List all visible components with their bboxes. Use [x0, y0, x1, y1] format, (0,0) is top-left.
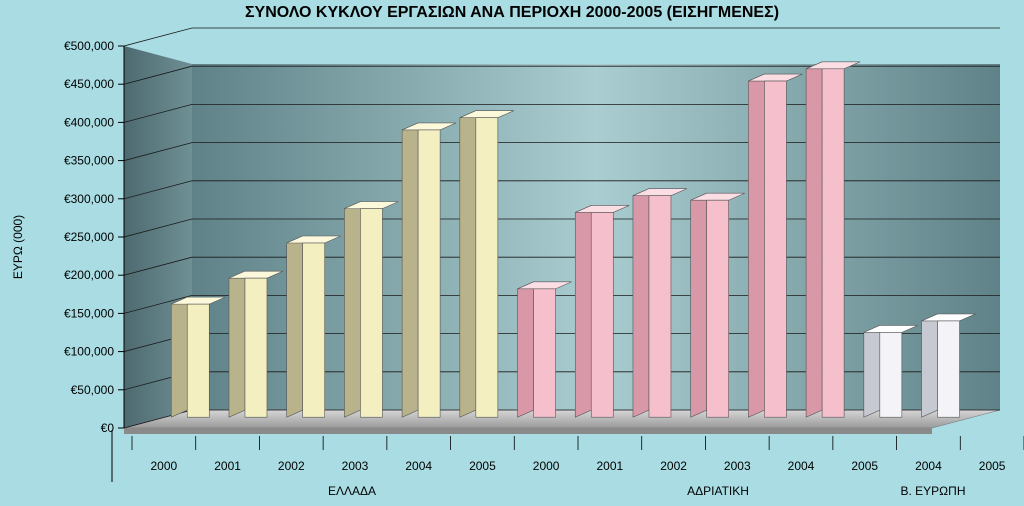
bar-side [863, 324, 881, 418]
bar-side [574, 204, 592, 418]
x-tick-label: 2002 [278, 459, 305, 473]
bar [244, 277, 268, 418]
bar [533, 288, 556, 418]
x-tick-label: 2001 [214, 459, 241, 473]
y-tick-label: €200,000 [64, 268, 114, 282]
x-tick-label: 2002 [660, 459, 687, 473]
y-tick-label: €500,000 [64, 39, 114, 53]
bar-side [690, 192, 707, 418]
bar [879, 332, 903, 418]
bar [417, 129, 441, 418]
bar [590, 212, 614, 418]
y-tick-label: €50,000 [71, 383, 115, 397]
gridline [123, 256, 1000, 276]
bar-side [344, 201, 361, 418]
x-tick-label: 2003 [342, 459, 369, 473]
y-tick-label: €250,000 [64, 230, 114, 244]
floor-edge [124, 428, 932, 434]
bar-side [286, 235, 303, 418]
bar-side [632, 188, 650, 418]
y-tick-label: €0 [101, 421, 115, 435]
bar-side [921, 313, 938, 418]
x-tick-label: 2005 [979, 459, 1006, 473]
y-tick-label: €300,000 [64, 192, 114, 206]
bar [648, 195, 672, 418]
gridline [123, 142, 1000, 161]
x-tick-label: 2005 [851, 459, 878, 473]
bar [937, 320, 960, 418]
y-tick-label: €100,000 [64, 345, 114, 359]
x-tick-label: 2004 [405, 459, 432, 473]
gridline [123, 180, 1000, 200]
chart-title: ΣΥΝΟΛΟ ΚΥΚΛΟΥ ΕΡΓΑΣΙΩΝ ΑΝΑ ΠΕΡΙΟΧΗ 2000-… [244, 4, 780, 21]
x-tick-label: 2000 [151, 459, 178, 473]
group-label: Β. ΕΥΡΩΠΗ [901, 484, 966, 498]
y-tick-label: €450,000 [64, 77, 114, 91]
x-tick-label: 2004 [788, 459, 815, 473]
bar-side [805, 61, 823, 418]
bar [186, 303, 210, 418]
bar [764, 80, 787, 418]
x-tick-label: 2001 [597, 459, 624, 473]
gridline [123, 218, 1000, 238]
x-tick-label: 2005 [469, 459, 496, 473]
y-tick-label: €350,000 [64, 154, 114, 168]
group-label: ΕΛΛΑΔΑ [328, 484, 376, 498]
bar [706, 199, 729, 418]
bar-side [228, 270, 246, 418]
group-label: ΑΔΡΙΑΤΙΚΗ [687, 484, 749, 498]
gridline [123, 27, 1000, 47]
bar [821, 68, 845, 418]
bar [302, 242, 325, 418]
x-tick-label: 2000 [533, 459, 560, 473]
x-tick-label: 2003 [724, 459, 751, 473]
bar-side [517, 281, 534, 418]
gridline [123, 294, 1000, 314]
x-tick-label: 2004 [915, 459, 942, 473]
gridline [123, 104, 1000, 123]
gridline [123, 65, 1000, 85]
bar [475, 117, 499, 418]
bar-side [401, 122, 419, 418]
y-tick-label: €400,000 [64, 115, 114, 129]
y-tick-label: €150,000 [64, 306, 114, 320]
bar-side [459, 110, 477, 418]
bar-side [170, 296, 188, 418]
bar [360, 208, 383, 418]
bar-side [748, 73, 765, 418]
